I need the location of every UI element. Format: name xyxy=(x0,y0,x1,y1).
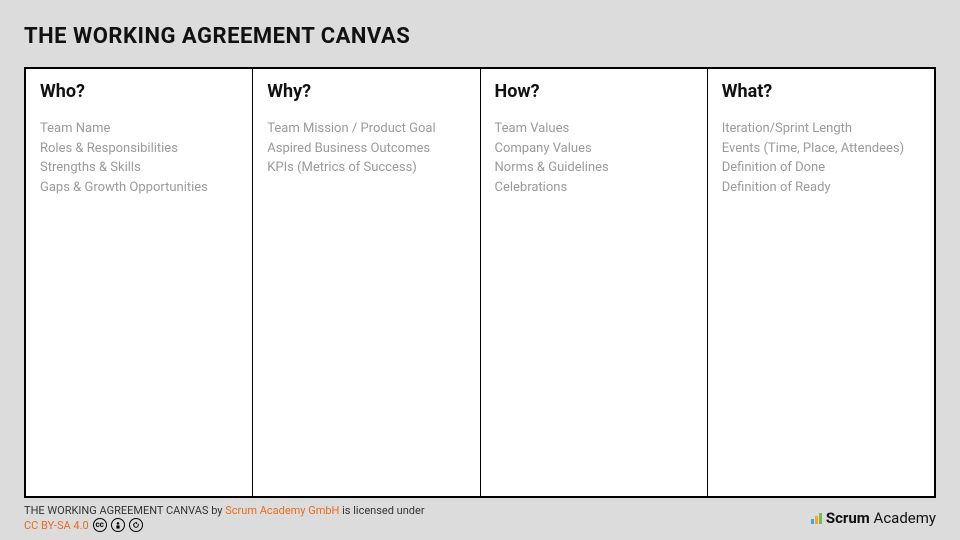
column-item: Company Values xyxy=(495,140,693,158)
column-why: Why? Team Mission / Product Goal Aspired… xyxy=(253,69,480,496)
column-item: Aspired Business Outcomes xyxy=(267,140,465,158)
column-what: What? Iteration/Sprint Length Events (Ti… xyxy=(708,69,934,496)
column-item: Celebrations xyxy=(495,179,693,197)
logo-text: Scrum Academy xyxy=(826,509,936,527)
logo-suffix: Academy xyxy=(874,509,936,527)
column-item: Definition of Done xyxy=(722,159,920,177)
column-item: Team Mission / Product Goal xyxy=(267,120,465,138)
column-header: Why? xyxy=(267,81,465,102)
column-item: Gaps & Growth Opportunities xyxy=(40,179,238,197)
license-link[interactable]: CC BY-SA 4.0 xyxy=(24,519,89,532)
column-items: Team Mission / Product Goal Aspired Busi… xyxy=(267,120,465,177)
column-header: Who? xyxy=(40,81,238,102)
logo-bars-icon xyxy=(811,513,822,524)
column-item: Iteration/Sprint Length xyxy=(722,120,920,138)
column-how: How? Team Values Company Values Norms & … xyxy=(481,69,708,496)
column-items: Iteration/Sprint Length Events (Time, Pl… xyxy=(722,120,920,196)
attribution-author-link[interactable]: Scrum Academy GmbH xyxy=(225,504,339,517)
column-item: Strengths & Skills xyxy=(40,159,238,177)
logo-brand: Scrum xyxy=(826,509,870,527)
column-header: How? xyxy=(495,81,693,102)
cc-icon: cc xyxy=(93,518,107,532)
column-item: Team Name xyxy=(40,120,238,138)
column-who: Who? Team Name Roles & Responsibilities … xyxy=(26,69,253,496)
attribution-mid: is licensed under xyxy=(339,504,424,517)
column-header: What? xyxy=(722,81,920,102)
page-title: THE WORKING AGREEMENT CANVAS xyxy=(24,24,936,49)
column-item: Definition of Ready xyxy=(722,179,920,197)
sa-icon xyxy=(129,518,143,532)
column-item: Norms & Guidelines xyxy=(495,159,693,177)
attribution-line-1: THE WORKING AGREEMENT CANVAS by Scrum Ac… xyxy=(24,504,425,517)
column-item: KPIs (Metrics of Success) xyxy=(267,159,465,177)
scrum-academy-logo: Scrum Academy xyxy=(811,509,936,527)
attribution-prefix: THE WORKING AGREEMENT CANVAS by xyxy=(24,504,225,517)
footer-attribution: THE WORKING AGREEMENT CANVAS by Scrum Ac… xyxy=(24,504,425,532)
column-item: Team Values xyxy=(495,120,693,138)
working-agreement-canvas: Who? Team Name Roles & Responsibilities … xyxy=(24,67,936,498)
by-icon xyxy=(111,518,125,532)
column-items: Team Name Roles & Responsibilities Stren… xyxy=(40,120,238,196)
column-items: Team Values Company Values Norms & Guide… xyxy=(495,120,693,196)
column-item: Events (Time, Place, Attendees) xyxy=(722,140,920,158)
column-item: Roles & Responsibilities xyxy=(40,140,238,158)
attribution-line-2: CC BY-SA 4.0 cc xyxy=(24,518,425,532)
footer: THE WORKING AGREEMENT CANVAS by Scrum Ac… xyxy=(24,498,936,532)
